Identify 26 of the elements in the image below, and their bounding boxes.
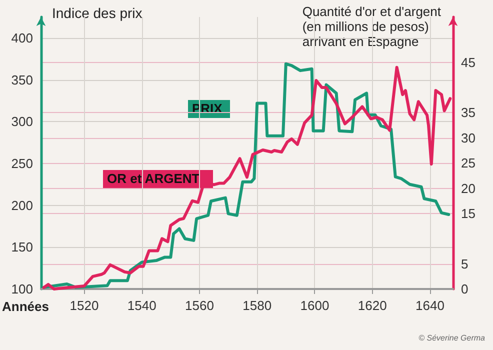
series-label: OR et ARGENT [107, 171, 200, 186]
x-tick-label: 1580 [242, 298, 272, 313]
x-tick-label: 1520 [70, 298, 99, 313]
y-tick-label: 300 [11, 114, 33, 130]
y2-tick-label: 20 [461, 180, 476, 196]
y-axis-title: Indice des prix [52, 5, 142, 21]
x-tick-label: 1540 [127, 298, 156, 313]
y2-tick-label: 30 [461, 130, 476, 146]
y-tick-label: 250 [11, 156, 33, 171]
y2-tick-label: 5 [461, 256, 468, 272]
y2-tick-label: 25 [461, 156, 476, 171]
x-axis-title: Années [2, 299, 49, 314]
y-tick-label: 400 [11, 30, 33, 46]
y-tick-label: 100 [11, 282, 33, 296]
text: © Séverine Germa [418, 334, 486, 342]
x-tick-label: 1600 [300, 298, 330, 313]
y2-tick-label: 0 [461, 282, 468, 296]
x-tick-label: 1640 [415, 298, 444, 313]
y2-tick-label: 35 [461, 105, 476, 120]
y2-tick-label: 15 [461, 206, 476, 221]
x-tick-label: 1620 [358, 298, 387, 313]
x-tick-label: 1560 [185, 298, 214, 313]
y-tick-label: 150 [11, 240, 33, 255]
y-tick-label: 200 [11, 198, 33, 213]
y2-tick-label: 45 [461, 54, 476, 70]
y-tick-label: 350 [11, 72, 33, 88]
